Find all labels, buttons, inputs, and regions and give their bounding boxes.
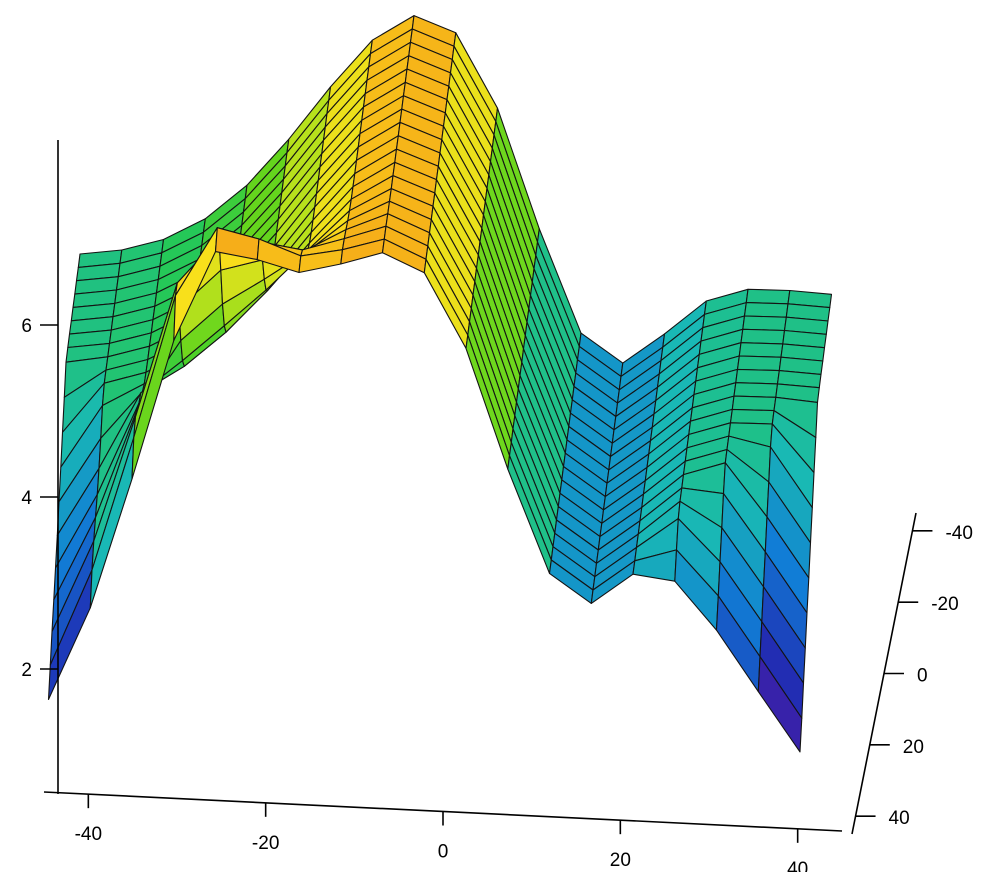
surface-facet — [743, 302, 789, 318]
x-tick-label: -40 — [75, 824, 102, 845]
x-tick-label: -20 — [252, 833, 279, 854]
x-tick-label: 0 — [438, 842, 449, 863]
y-tick-label: 40 — [889, 808, 910, 829]
y-tick-label: -20 — [931, 594, 958, 615]
surface-facet — [733, 382, 779, 398]
z-tick-label: 2 — [21, 660, 32, 681]
surface-facet — [738, 342, 784, 358]
surface-facet — [742, 315, 787, 332]
surface-facet — [735, 368, 780, 385]
surface-facet — [745, 288, 791, 305]
z-tick-label: 6 — [21, 316, 32, 337]
surface-facet — [757, 656, 803, 753]
x-tick-label: 40 — [787, 859, 808, 872]
x-tick-label: 20 — [610, 850, 631, 871]
axes: 2 4 6 -40 -20 0 20 40 -40 -20 0 20 40 — [21, 140, 973, 872]
surface-facet — [729, 408, 775, 425]
surface-mesh — [47, 15, 833, 753]
surface-facet — [736, 355, 782, 372]
surface-facet — [731, 395, 777, 412]
y-tick-label: 20 — [903, 737, 924, 758]
z-tick-label: 4 — [21, 488, 32, 509]
y-tick-label: 0 — [917, 666, 928, 687]
surface-facet — [740, 328, 786, 345]
y-tick-label: -40 — [945, 523, 972, 544]
